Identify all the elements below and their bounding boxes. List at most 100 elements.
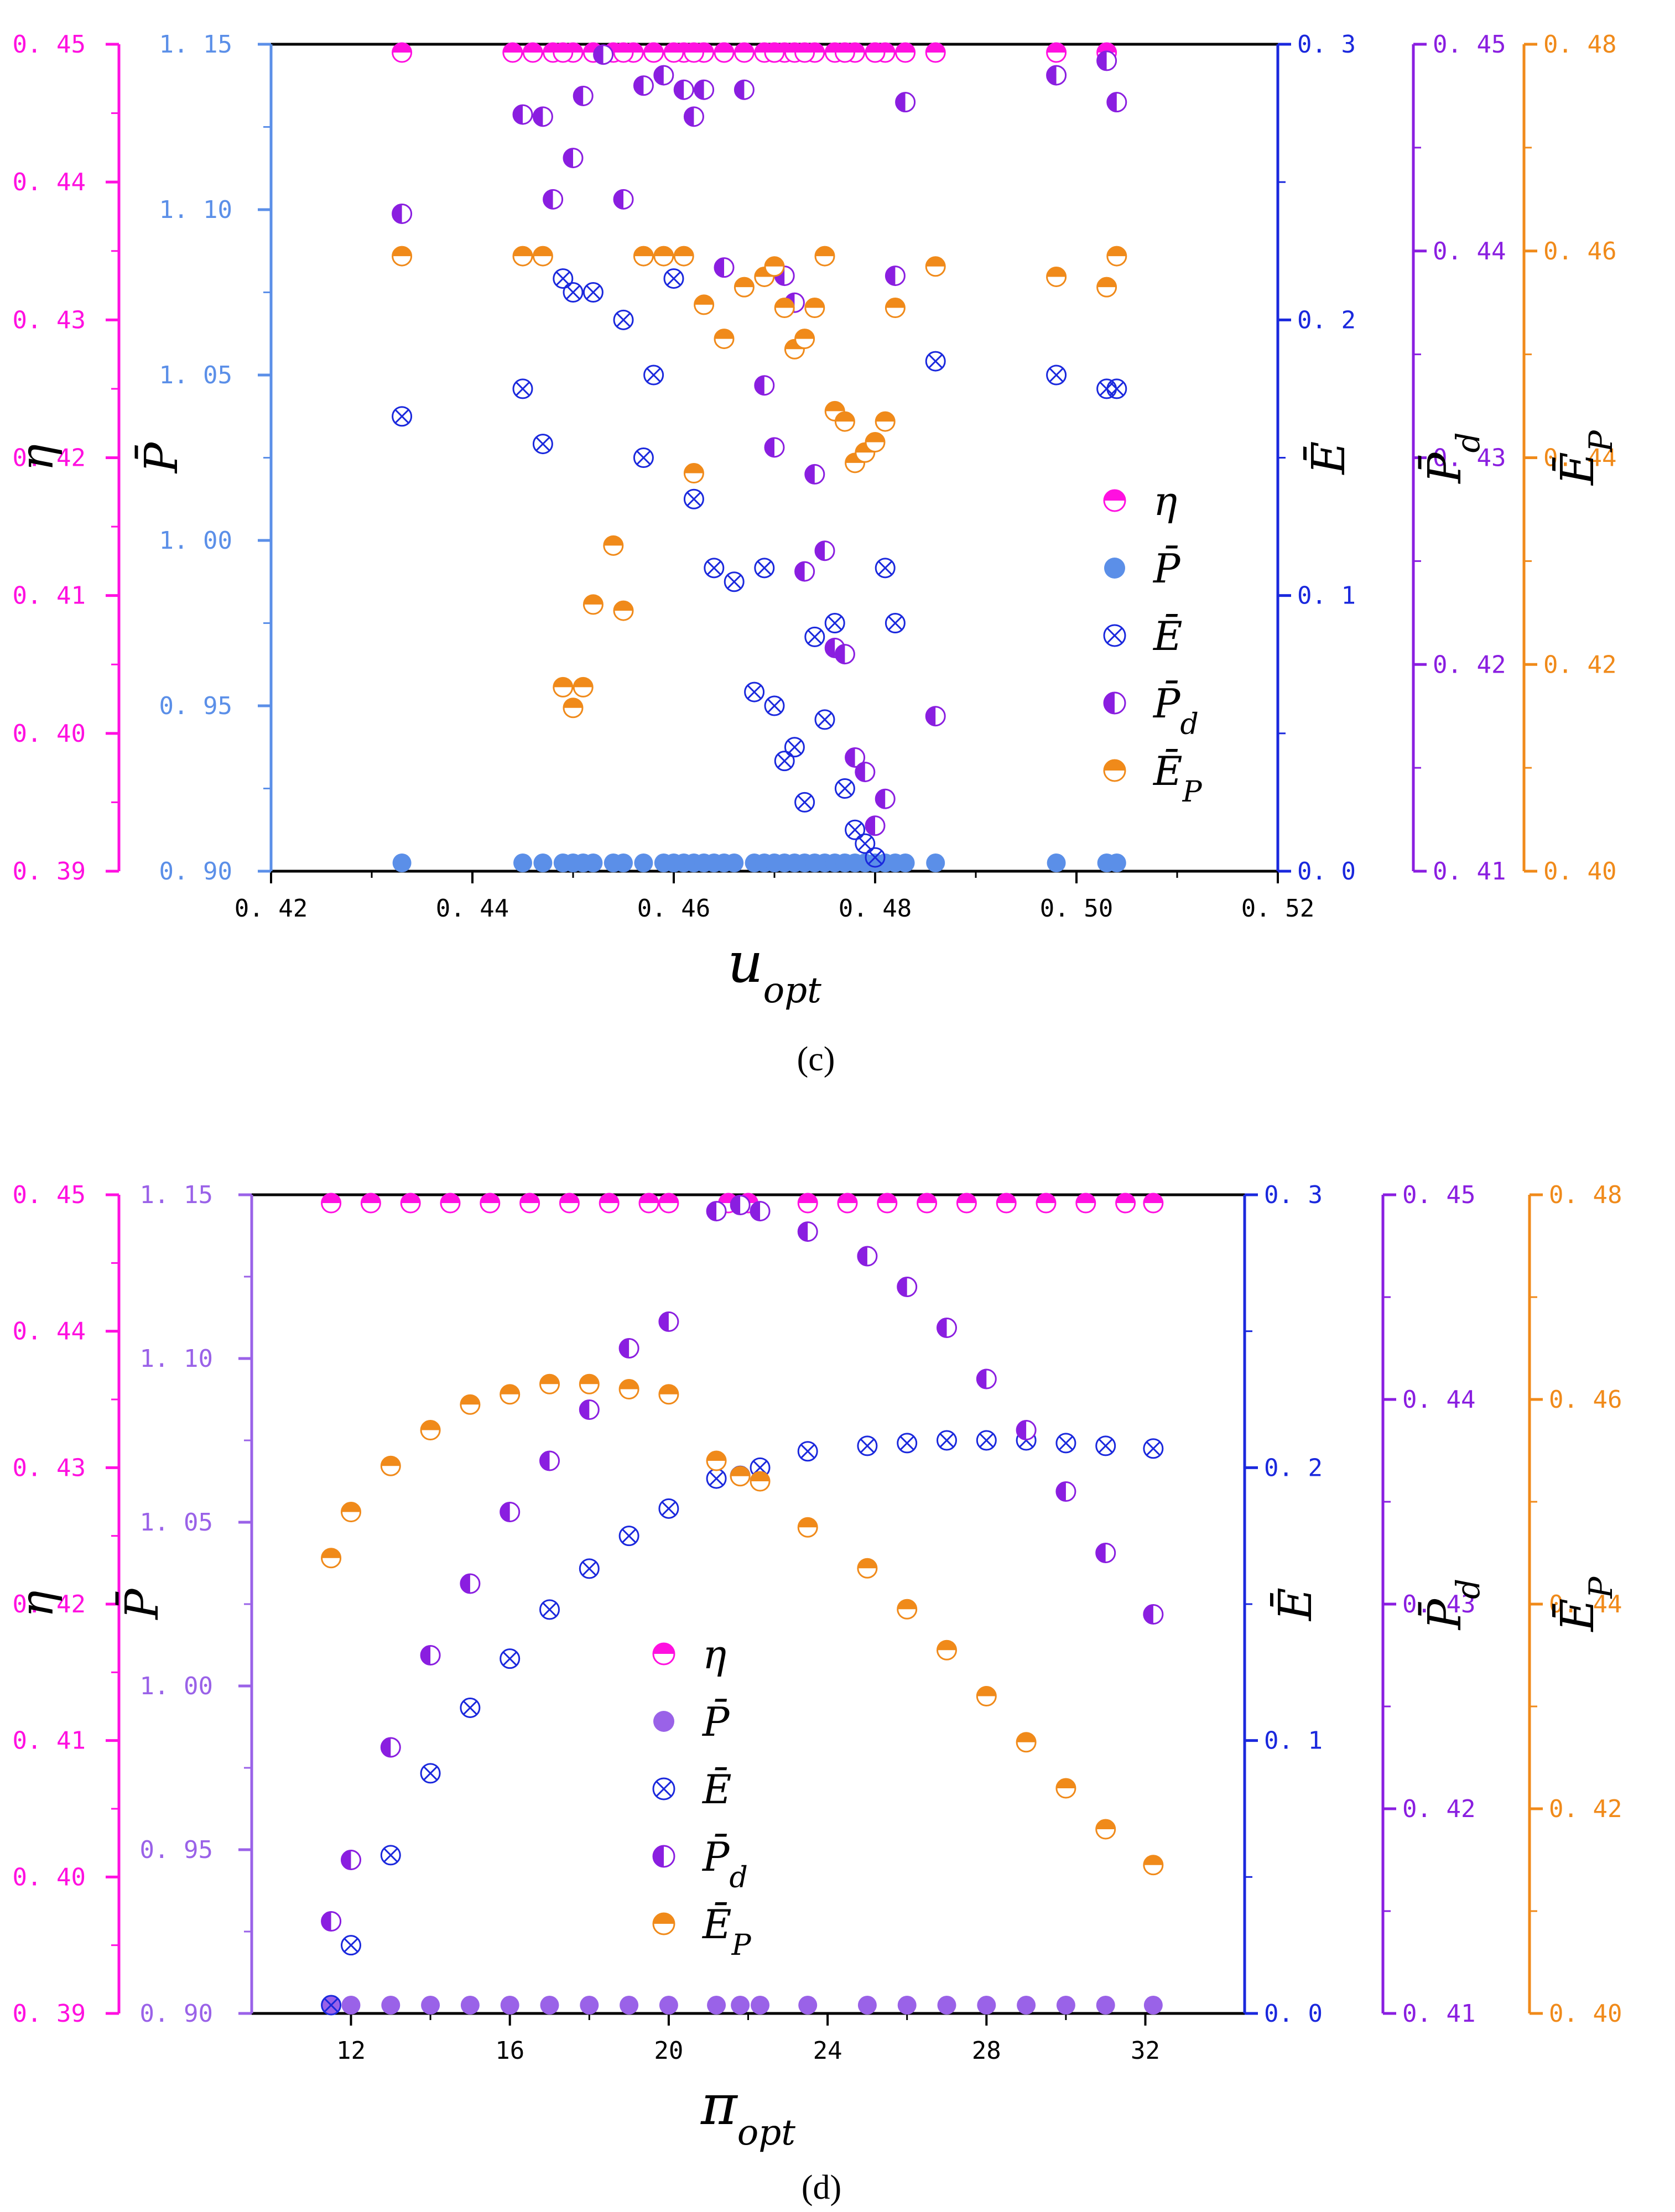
y-tick-label: 0. 42 <box>13 1590 86 1618</box>
data-point-3 <box>420 1645 441 1665</box>
data-point-3 <box>593 44 614 65</box>
y-axis-name-subscript: d <box>1449 1579 1487 1599</box>
y-tick-label: 0. 44 <box>13 168 86 196</box>
y-tick-label: 1. 05 <box>159 361 232 389</box>
data-point-2 <box>380 1845 401 1866</box>
data-point-3 <box>1055 1481 1076 1502</box>
panel-c: 0. 42 0. 44 0. 46 0. 48 0. 50 0. 52 uopt 0. 45 0… <box>11 30 1620 1011</box>
data-point-4 <box>1095 1819 1116 1840</box>
data-point-0 <box>1115 1193 1136 1214</box>
legend-label-subscript: P <box>731 1929 752 1962</box>
data-point-2 <box>1046 365 1067 386</box>
data-point-2 <box>582 282 604 303</box>
data-point-4 <box>579 1373 600 1394</box>
x-tick-label: 0. 42 <box>235 894 308 923</box>
data-point-3 <box>543 189 564 210</box>
data-point-2 <box>613 309 634 330</box>
y-tick-label: 0. 44 <box>1402 1386 1475 1414</box>
legend-label-0: η <box>703 1631 726 1678</box>
data-point-3 <box>1016 1420 1037 1440</box>
data-point-2 <box>824 613 845 633</box>
data-point-3 <box>341 1850 361 1870</box>
y-axis-name-0: η <box>11 1590 64 1617</box>
y-axis-name-1: P̄ <box>134 441 188 474</box>
data-point-0 <box>865 42 886 63</box>
data-point-1 <box>584 853 603 872</box>
y-tick-label: 0. 43 <box>1433 444 1506 472</box>
data-point-3 <box>754 375 775 396</box>
data-point-1 <box>896 853 915 872</box>
y-tick-label: 0. 46 <box>1549 1386 1622 1414</box>
data-point-0 <box>794 42 815 63</box>
data-point-0 <box>877 1193 898 1214</box>
data-point-3 <box>633 75 654 96</box>
data-point-3 <box>730 1195 751 1215</box>
data-point-1 <box>500 1996 519 2015</box>
data-point-1 <box>513 853 532 872</box>
data-point-3 <box>885 266 906 287</box>
data-point-2 <box>392 406 413 427</box>
data-point-4 <box>532 246 553 267</box>
data-point-4 <box>653 246 674 267</box>
data-point-3 <box>1143 1604 1164 1625</box>
data-point-2 <box>724 571 745 592</box>
data-point-4 <box>658 1384 679 1405</box>
x-tick-label: 0. 52 <box>1241 894 1314 923</box>
y-tick-label: 0. 2 <box>1297 306 1356 334</box>
data-point-0 <box>956 1193 977 1214</box>
data-point-3 <box>613 189 634 210</box>
data-point-4 <box>885 298 906 319</box>
data-point-1 <box>614 853 633 872</box>
data-point-4 <box>976 1686 997 1706</box>
data-point-0 <box>714 42 735 63</box>
data-point-2 <box>937 1430 957 1451</box>
data-point-4 <box>512 246 533 267</box>
x-tick-label: 0. 46 <box>637 894 710 923</box>
data-point-2 <box>633 447 654 468</box>
data-point-3 <box>392 203 413 224</box>
data-point-0 <box>480 1193 501 1214</box>
y-tick-label: 0. 40 <box>1549 2000 1622 2028</box>
data-point-0 <box>638 1193 659 1214</box>
data-point-2 <box>500 1648 521 1669</box>
data-point-2 <box>865 847 886 868</box>
data-point-2 <box>1143 1438 1164 1459</box>
data-point-1 <box>1107 853 1126 872</box>
data-point-3 <box>895 92 916 113</box>
y-axis-name-1: P̄ <box>115 1588 169 1621</box>
data-point-2 <box>512 378 533 399</box>
data-point-2 <box>341 1935 361 1956</box>
data-point-2 <box>794 792 815 813</box>
y-tick-label: 0. 45 <box>1433 30 1506 59</box>
data-point-3 <box>706 1201 727 1222</box>
data-point-4 <box>573 676 594 698</box>
data-point-4 <box>794 329 815 350</box>
data-point-3 <box>1046 65 1067 86</box>
legend-label-2: Ē <box>1152 613 1183 659</box>
x-tick-label: 16 <box>495 2037 524 2065</box>
data-point-4 <box>420 1420 441 1440</box>
data-point-4 <box>814 246 835 267</box>
y-axis-name-2: Ē <box>1303 441 1355 476</box>
data-point-3 <box>658 1311 679 1332</box>
data-point-1 <box>707 1996 726 2015</box>
y-axis-name-subscript: P <box>1582 430 1620 452</box>
data-point-2 <box>658 1498 679 1519</box>
data-point-2 <box>460 1697 481 1718</box>
data-point-1 <box>937 1996 956 2015</box>
y-axis-name-subscript: d <box>1449 432 1487 452</box>
data-point-4 <box>582 594 604 615</box>
y-axis-name-subscript: P <box>1582 1576 1620 1599</box>
y-tick-label: 0. 42 <box>1433 650 1506 679</box>
data-point-4 <box>539 1373 560 1394</box>
data-point-2 <box>706 1468 727 1489</box>
data-point-1 <box>926 853 945 872</box>
data-point-2 <box>1106 378 1127 399</box>
data-point-0 <box>797 1193 818 1214</box>
data-point-4 <box>897 1599 918 1620</box>
data-point-3 <box>573 85 594 106</box>
data-point-4 <box>392 246 413 267</box>
data-point-3 <box>683 106 704 127</box>
y-tick-label: 0. 42 <box>13 444 86 472</box>
data-point-3 <box>976 1368 997 1389</box>
